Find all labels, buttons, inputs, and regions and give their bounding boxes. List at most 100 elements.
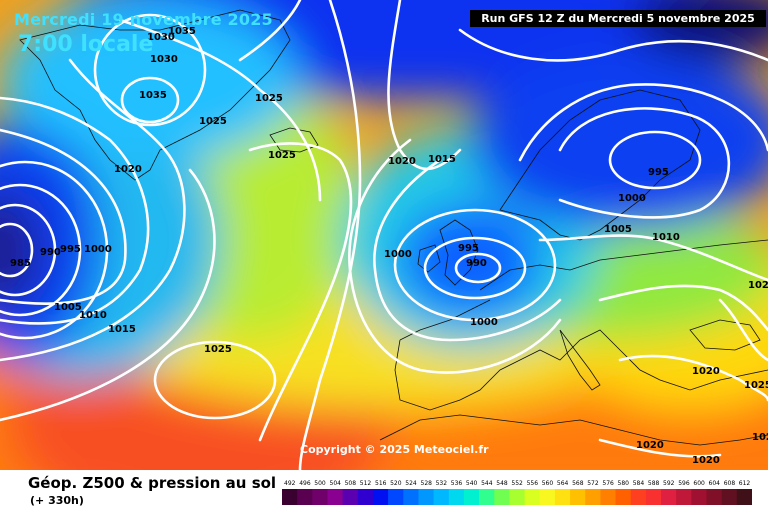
- isobar-label: 1005: [604, 224, 632, 235]
- legend-tick-label: 604: [709, 480, 721, 487]
- isobar-label: 1010: [652, 232, 680, 243]
- legend-swatch: [554, 489, 571, 505]
- legend-swatch: [342, 489, 359, 505]
- legend-tick-label: 592: [663, 480, 675, 487]
- coastline-british-isles: [439, 219, 479, 286]
- isobar-east-1020: [598, 354, 768, 458]
- isobar-low-west-990: [0, 203, 57, 297]
- legend-tick-label: 588: [648, 480, 660, 487]
- isobar-trough-1000: [393, 208, 557, 322]
- legend-tick-label: 524: [405, 480, 417, 487]
- legend-tick-label: 528: [421, 480, 433, 487]
- legend-swatch: [479, 489, 495, 505]
- shading-dark-west: [0, 190, 40, 310]
- isobar-scandi-1000: [558, 107, 731, 219]
- isobar-label: 1015: [428, 154, 456, 165]
- isobar-label: 1025: [255, 93, 283, 104]
- legend-tick-label: 556: [527, 480, 539, 487]
- isobar-label: 1025: [744, 380, 768, 391]
- legend-swatch: [312, 489, 328, 505]
- isobar-trough-995: [423, 236, 527, 300]
- isobar-label: 995: [458, 243, 479, 254]
- legend-swatch: [327, 489, 344, 505]
- legend-swatch: [645, 489, 662, 505]
- isobar-east-1010: [598, 284, 768, 332]
- isobar-label: 1025: [752, 432, 768, 443]
- legend-swatch: [691, 489, 707, 505]
- legend-swatch: [706, 489, 723, 505]
- coastline-iceland: [269, 127, 319, 153]
- legend-tick-label: 508: [345, 480, 357, 487]
- isobar-label: 1025: [204, 344, 232, 355]
- legend-swatch: [403, 489, 419, 505]
- legend-tick-label: 496: [299, 480, 311, 487]
- legend-tick-label: 540: [466, 480, 478, 487]
- isobar-trough-1005: [373, 158, 562, 342]
- legend-tick-label: 516: [375, 480, 387, 487]
- isobar-east-1005: [518, 83, 768, 282]
- isobar-west-1015: [0, 58, 186, 362]
- coastline-africa: [379, 414, 768, 446]
- forecast-lead-time: (+ 330h): [30, 494, 84, 507]
- isobar-labels: 1035 1030 1030 1035 1025 1025 1025 1020 …: [10, 26, 768, 466]
- legend-tick-labels: 492 496 500 504 508 512 516 520 524 528 532 536 540 5…: [284, 480, 750, 487]
- isobar-label: 1025: [199, 116, 227, 127]
- isobar-east-1015: [458, 28, 768, 62]
- isobar-label: 1000: [470, 317, 498, 328]
- isobar-label: 1000: [84, 244, 112, 255]
- legend-swatch: [600, 489, 616, 505]
- isobar-label: 1025: [748, 280, 768, 291]
- isobar-north-1025: [118, 18, 322, 202]
- color-scale-legend: 492 496 500 504 508 512 516 520 524 528 532 536 540 5…: [282, 480, 752, 505]
- legend-tick-label: 596: [678, 480, 690, 487]
- legend-swatch: [373, 489, 389, 505]
- isobar-label: 1020: [692, 366, 720, 377]
- legend-tick-label: 548: [496, 480, 508, 487]
- isobar-scandi-995: [608, 130, 702, 190]
- legend-swatch: [615, 489, 632, 505]
- legend-tick-label: 564: [557, 480, 569, 487]
- isobar-label: 1030: [147, 32, 175, 43]
- legend-tick-label: 536: [451, 480, 463, 487]
- legend-swatch: [388, 489, 404, 505]
- legend-swatch: [630, 489, 647, 505]
- legend-swatch: [463, 489, 480, 505]
- legend-tick-label: 584: [633, 480, 645, 487]
- copyright-notice: Copyright © 2025 Meteociel.fr: [300, 443, 489, 456]
- isobar-label: 1035: [168, 26, 196, 37]
- isobar-label: 990: [466, 258, 487, 269]
- isobar-label: 995: [648, 167, 669, 178]
- isobar-label: 1020: [692, 455, 720, 466]
- legend-tick-label: 608: [724, 480, 736, 487]
- model-run-banner: Run GFS 12 Z du Mercredi 5 novembre 2025: [470, 10, 766, 27]
- forecast-time: 7:00 locale: [18, 32, 154, 57]
- isobar-label: 1030: [150, 54, 178, 65]
- legend-tick-label: 520: [390, 480, 402, 487]
- isobar-label: 1000: [618, 193, 646, 204]
- legend-tick-label: 500: [314, 480, 326, 487]
- isobar-label: 990: [40, 247, 61, 258]
- isobar-west-1005: [0, 128, 127, 305]
- legend-swatches: [282, 489, 752, 505]
- legend-swatch: [721, 489, 738, 505]
- legend-tick-label: 552: [511, 480, 523, 487]
- isobar-high-atlantic-1025: [153, 340, 277, 420]
- legend-swatch: [448, 489, 465, 505]
- legend-swatch: [509, 489, 525, 505]
- isobar-high-greenland-1030: [93, 13, 207, 127]
- isobar-label: 1035: [139, 90, 167, 101]
- legend-tick-label: 572: [587, 480, 599, 487]
- geopotential-map: 1035 1030 1030 1035 1025 1025 1025 1020 …: [0, 0, 768, 470]
- isobar-west-1020: [0, 168, 216, 422]
- legend-swatch: [736, 489, 752, 505]
- legend-swatch: [570, 489, 586, 505]
- isobar-label: 1005: [54, 302, 82, 313]
- isobar-label: 985: [10, 258, 31, 269]
- legend-swatch: [539, 489, 556, 505]
- shading-blue-scandi: [470, 50, 768, 230]
- legend-swatch: [661, 489, 677, 505]
- legend-tick-label: 568: [572, 480, 584, 487]
- legend-swatch: [282, 489, 298, 505]
- legend-swatch: [494, 489, 510, 505]
